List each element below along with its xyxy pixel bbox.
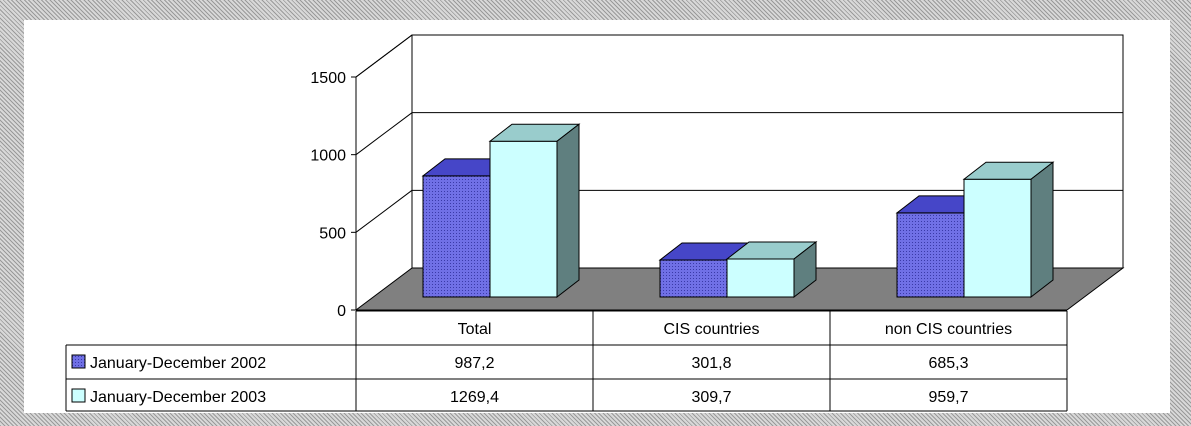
- y-tick-label: 500: [319, 225, 346, 242]
- data-label: 1269,4: [450, 389, 499, 406]
- bar-side: [556, 123, 580, 299]
- legend-swatch: [71, 388, 86, 403]
- data-label: 685,3: [928, 355, 968, 372]
- bar-front: [422, 175, 491, 298]
- legend-label: January-December 2002: [90, 355, 266, 372]
- chart-panel: 0 500 1000 1500 Total CIS countries non CIS c…: [24, 20, 1170, 413]
- bar-2-1: [488, 123, 581, 299]
- y-axis-top-edge: [355, 34, 413, 78]
- gridline-side: [355, 189, 413, 233]
- bar-front: [489, 140, 558, 298]
- x-category-label: Total: [458, 321, 492, 338]
- bar-2-2: [725, 240, 818, 299]
- gridline-side: [355, 112, 413, 156]
- legend-label: January-December 2003: [90, 389, 266, 406]
- data-label: 301,8: [691, 355, 731, 372]
- bar-front: [659, 259, 728, 298]
- data-label: 309,7: [691, 389, 731, 406]
- bar-front: [963, 178, 1032, 298]
- y-axis: 0 500 1000 1500: [310, 34, 413, 320]
- bar-side: [793, 240, 817, 299]
- data-label: 959,7: [928, 389, 968, 406]
- chart-bars: [421, 123, 1055, 299]
- y-tick-label: 1500: [310, 70, 346, 87]
- bar-front: [896, 212, 965, 298]
- x-category-label: CIS countries: [663, 321, 759, 338]
- y-tick-label: 0: [337, 303, 346, 320]
- data-table: Total CIS countries non CIS countries Janua…: [65, 310, 1068, 412]
- bar-front: [726, 258, 795, 298]
- bar-side: [1030, 161, 1054, 299]
- y-tick-label: 1000: [310, 148, 346, 165]
- bar-chart: 0 500 1000 1500 Total CIS countries non CIS c…: [65, 34, 1125, 412]
- bar-2-3: [962, 161, 1055, 299]
- data-label: 987,2: [454, 355, 494, 372]
- x-category-label: non CIS countries: [885, 321, 1012, 338]
- legend-swatch: [71, 354, 86, 369]
